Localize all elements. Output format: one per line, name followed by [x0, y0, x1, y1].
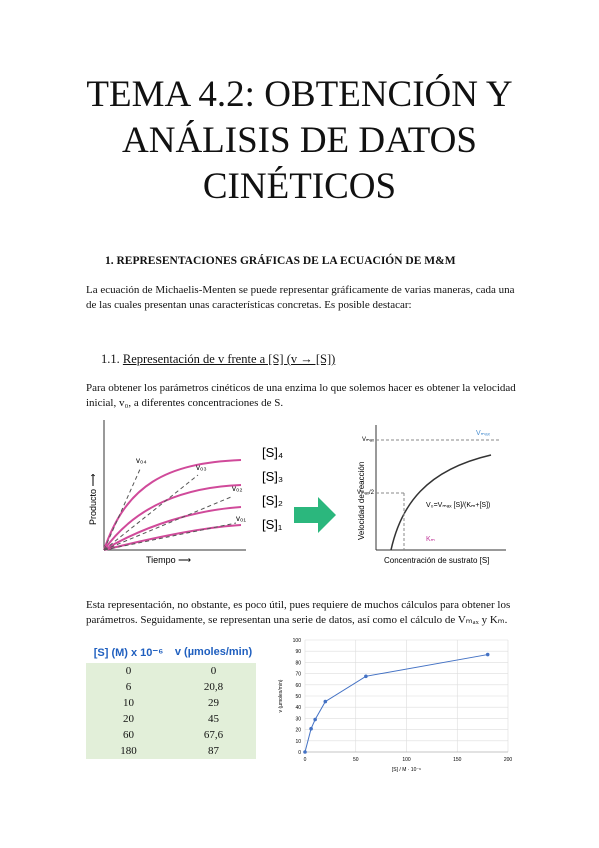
axis-label: Producto ⟶: [88, 473, 98, 525]
curve: [103, 506, 242, 551]
table-row: 60 67,6: [86, 727, 256, 743]
axis-label: Concentración de sustrato [S]: [384, 556, 489, 565]
table-row: 180 87: [86, 743, 256, 759]
axis-label: Tiempo ⟶: [146, 555, 191, 565]
table-cell: 180: [120, 745, 137, 757]
table-cell: 20,8: [203, 681, 224, 693]
x-axis-label: [S] / M · 10⁻⁶: [392, 767, 421, 773]
y-tick-label: 50: [295, 694, 301, 700]
label: Vₘₐₓ: [476, 430, 491, 437]
axis-label: Velocidad de reacción: [357, 462, 366, 540]
y-tick-label: 30: [295, 716, 301, 722]
y-tick-label: 0: [298, 750, 301, 756]
x-tick-label: 200: [504, 757, 513, 763]
y-tick-label: 60: [295, 683, 301, 689]
table: [S] (M) x 10⁻⁶ v (µmoles/min) 0 0 6 20,8 10 29…: [86, 641, 256, 759]
table-cell: 60: [123, 729, 134, 741]
point: [485, 652, 490, 657]
label: v₀₄: [136, 456, 147, 465]
label: Vₘₐₓ: [362, 437, 374, 443]
subsection-number: 1.1.: [101, 352, 120, 366]
y-axis-label: v (µmoles/min): [278, 679, 284, 712]
chart: 0 10 20 30 40 50 60 70 80 90 100 0 50 100 150 200 [S] / …: [278, 638, 513, 773]
point: [364, 674, 368, 679]
equation: V₀=Vₘₐₓ [S]/(Kₘ+[S]): [426, 502, 490, 509]
x-tick-label: 100: [402, 757, 411, 763]
table-body: 0 0 6 20,8 10 29 20 45 60 67,6 180 87: [86, 663, 256, 759]
table-row: 20 45: [86, 711, 256, 727]
label: v₀₃: [196, 463, 207, 472]
point: [303, 750, 307, 754]
point: [309, 726, 313, 731]
curve: [103, 524, 242, 551]
curve: [103, 459, 242, 551]
curve: [103, 484, 242, 551]
y-tick-label: 70: [295, 672, 301, 678]
x-tick-label: 0: [304, 757, 307, 763]
header-cell: [S] (M) x 10⁻⁶: [93, 646, 164, 659]
label: [S]₄: [262, 445, 283, 460]
x-tick-label: 50: [353, 757, 359, 763]
label: Kₘ: [426, 536, 435, 543]
y-tick-label: 90: [295, 649, 301, 655]
table-cell: 67,6: [203, 729, 224, 741]
y-tick-label: 10: [295, 739, 301, 745]
table-cell: 29: [208, 697, 219, 709]
tangents: [103, 466, 237, 551]
figure: v₀₄ v₀₃ v₀₂ v₀₁ [S]₄ [S]₃ [S]₂ [S]₁ Prod…: [88, 420, 506, 565]
point: [323, 699, 328, 704]
y-tick-label: 80: [295, 660, 301, 666]
table-cell: 10: [123, 697, 134, 709]
y-tick-label: 20: [295, 728, 301, 734]
label: [S]₂: [262, 493, 283, 508]
y-tick-label: 40: [295, 705, 301, 711]
table-cell: 45: [208, 713, 219, 725]
label: Vₘₐₓ/2: [357, 490, 375, 496]
point: [313, 717, 317, 722]
header-cell: v (µmoles/min): [174, 646, 253, 658]
curve: [390, 454, 492, 551]
title: TEMA 4.2: OBTENCIÓN Y ANÁLISIS DE DATOS …: [86, 74, 513, 207]
label: v₀₁: [236, 514, 246, 523]
x-tick-label: 150: [453, 757, 462, 763]
table-row: 6 20,8: [86, 679, 256, 695]
paragraph: Esta representación, no obstante, es poc…: [86, 599, 511, 626]
label: [S]₁: [262, 517, 283, 532]
label: v₀₂: [232, 484, 242, 493]
section-heading: 1. REPRESENTACIONES GRÁFICAS DE LA ECUAC…: [105, 255, 456, 267]
label: [S]₃: [262, 469, 283, 484]
subsection-heading: 1.1. Representación de v frente a [S] (v…: [101, 352, 335, 367]
y-tick-label: 100: [293, 638, 302, 644]
subsection-title: Representación de v frente a [S] (v → [S…: [122, 352, 336, 366]
arrow: [294, 497, 336, 533]
table-cell: 20: [123, 713, 134, 725]
table-header: [S] (M) x 10⁻⁶ v (µmoles/min): [86, 641, 256, 663]
table-row: 10 29: [86, 695, 256, 711]
table-cell: 87: [208, 745, 219, 757]
table-cell: 0: [210, 665, 217, 677]
line: [304, 654, 488, 753]
table-cell: 6: [125, 681, 132, 693]
table-cell: 0: [125, 665, 132, 677]
paragraph: La ecuación de Michaelis-Menten se puede…: [86, 284, 515, 311]
paragraph: Para obtener los parámetros cinéticos de…: [86, 382, 516, 409]
